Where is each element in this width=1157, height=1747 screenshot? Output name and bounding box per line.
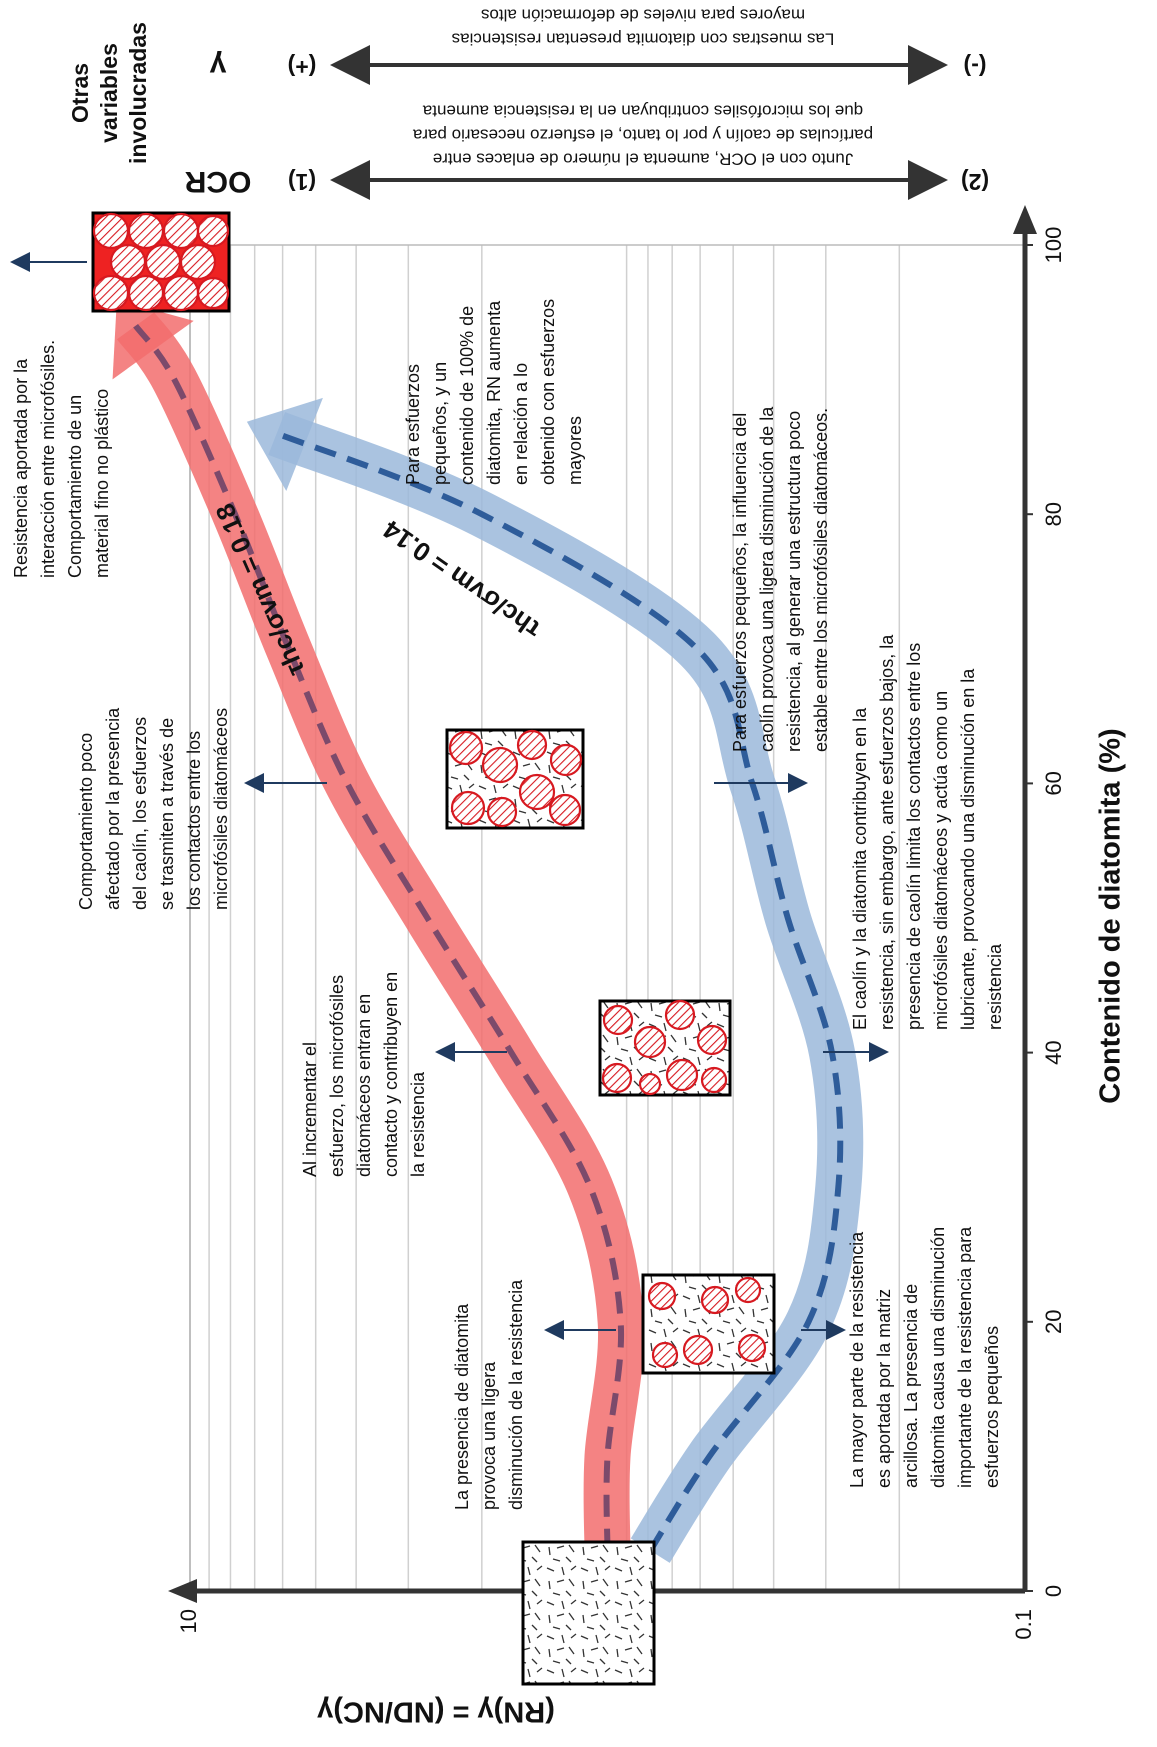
variable-note: Las muestras con diatomita presentan res… (452, 30, 835, 49)
curve-band (268, 411, 864, 1563)
x-tick-label: 20 (1041, 1310, 1066, 1334)
annotation-line: obtenido con esfuerzos (538, 299, 558, 485)
annotation-line: microfósiles diatomáceos y actúa como un (931, 691, 951, 1030)
annotation-line: Para esfuerzos (403, 364, 423, 485)
y-tick-label: 0.1 (1011, 1609, 1036, 1640)
annotation-line: diatomita causa una disminución (928, 1227, 948, 1488)
annotation-line: lubricante, provocando una disminución e… (958, 668, 978, 1030)
annotation-line: resistencia (985, 943, 1005, 1030)
annotation-line: caolín provoca una ligera disminución de… (757, 406, 777, 752)
annotation-line: afectado por la presencia (103, 707, 123, 910)
annotation-line: Comportamiento de un (65, 395, 85, 578)
curve-line (133, 323, 625, 1551)
variable-name: OCR (184, 165, 251, 198)
annotation-line: diatomita, RN aumenta (484, 300, 504, 485)
y-tick-label: 10 (176, 1609, 201, 1633)
x-tick-label: 100 (1041, 227, 1066, 264)
variable-note: mayores para niveles de deformación alto… (481, 6, 805, 25)
annotation-line: provoca una ligera (479, 1361, 499, 1510)
annotation-line: Comportamiento poco (76, 733, 96, 910)
y-axis-arrow (168, 1579, 197, 1603)
variable-left: (1) (288, 169, 316, 195)
annotation-arrows (10, 252, 889, 1340)
variable-right: (-) (964, 54, 987, 80)
annotation-line: resistencia, sin embargo, ante esfuerzos… (877, 634, 897, 1030)
annotation-line: contacto y contribuyen en (381, 972, 401, 1177)
annotation-line: esfuerzo, los microfósiles (327, 975, 347, 1177)
annotation-line: los contactos entre los (184, 731, 204, 910)
x-tick-label: 0 (1041, 1585, 1066, 1597)
annotation-line: resistencia, al generar una estructura p… (784, 411, 804, 752)
annotation-line: Resistencia aportada por la (11, 358, 31, 578)
variable-name: γ (209, 50, 226, 83)
microstructure-boxes (91, 211, 776, 1686)
variable-note: Junto con el OCR, aumenta el número de e… (433, 150, 854, 169)
annotation-line: disminución de la resistencia (506, 1279, 526, 1510)
annotation-line: material fino no plástico (92, 389, 112, 578)
annotation-line: presencia de caolín limita los contactos… (904, 643, 924, 1030)
annotation-line: contenido de 100% de (457, 306, 477, 485)
annotation-line: La mayor parte de la resistencia (847, 1231, 867, 1488)
curve-line (275, 430, 844, 1553)
annotation-line: se trasmiten a través de (157, 718, 177, 910)
annotation-line: mayores (565, 416, 585, 485)
x-axis-title: Contenido de diatomita (%) (1095, 728, 1127, 1103)
annotation-line: Para esfuerzos pequeños, la influencia d… (730, 413, 750, 752)
annotation-line: microfósiles diatomáceos (211, 708, 231, 910)
curve-arrow-head (112, 299, 194, 380)
variable-left: (+) (288, 54, 317, 80)
annotation-line: Al incrementar el (300, 1042, 320, 1177)
x-tick-label: 80 (1041, 502, 1066, 526)
variable-note: partículas de caolín y por lo tanto, el … (412, 126, 873, 145)
annotation-line: la resistencia (408, 1071, 428, 1177)
x-axis-arrow (1013, 205, 1037, 234)
side-panel-title: variables (96, 43, 122, 143)
x-tick-label: 60 (1041, 771, 1066, 795)
curve-arrow-head (246, 397, 323, 491)
annotation-line: interacción entre microfósiles. (38, 340, 58, 578)
annotation-line: El caolín y la diatomita contribuyen en … (850, 707, 870, 1030)
annotation-line: diatomáceos entran en (354, 994, 374, 1177)
side-panel-title: involucradas (125, 22, 151, 164)
variable-right: (2) (961, 169, 989, 195)
y-axis-title: (RN)γ = (ND/NC)γ (316, 1695, 555, 1727)
annotation-line: La presencia de diatomita (452, 1303, 472, 1510)
annotation-line: esfuerzos pequeños (982, 1326, 1002, 1488)
annotation-line: del caolín, los esfuerzos (130, 717, 150, 910)
side-panel-title: Otras (67, 63, 93, 123)
variable-note: que los microfósiles contribuyan en la r… (422, 102, 863, 121)
annotation-line: estable entre los microfósiles diatomáce… (811, 408, 831, 752)
annotation-line: es aportada por la matriz (874, 1289, 894, 1488)
annotation-line: en relación a lo (511, 363, 531, 485)
annotation-line: arcillosa. La presencia de (901, 1284, 921, 1488)
annotation-line: pequeños, y un (430, 362, 450, 485)
annotation-line: importante de la resistencia para (955, 1226, 975, 1488)
x-tick-label: 40 (1041, 1040, 1066, 1064)
